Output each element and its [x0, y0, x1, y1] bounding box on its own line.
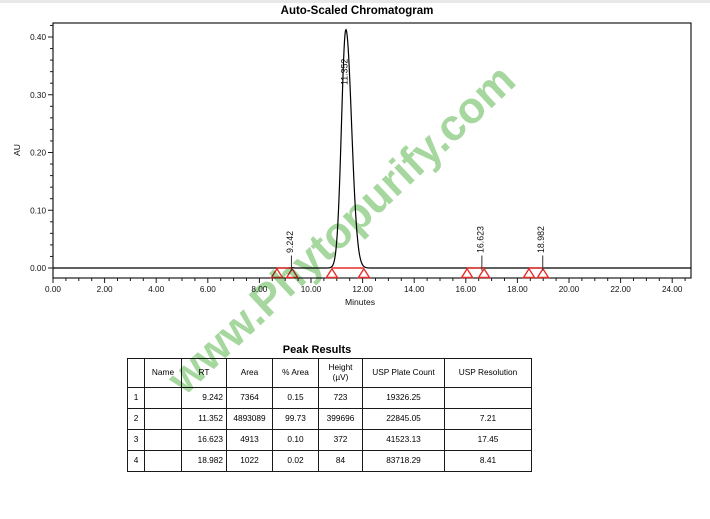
integration-marker-triangle — [460, 267, 474, 279]
x-tick-label: 22.00 — [610, 285, 631, 294]
peak-rt-label: 16.623 — [475, 226, 485, 253]
x-tick-label: 10.00 — [301, 285, 322, 294]
integration-marker-triangle — [285, 267, 299, 279]
integration-marker-triangle — [522, 267, 536, 279]
table-cell: 11.352 — [181, 408, 227, 430]
x-tick-label: 8.00 — [251, 285, 267, 294]
integration-marker-triangle — [477, 267, 491, 279]
y-axis-label: AU — [12, 144, 22, 156]
table-row: 1 9.242 7364 0.15 723 19326.25 — [127, 387, 532, 409]
column-header: RT — [181, 358, 227, 388]
x-tick-label: 12.00 — [352, 285, 373, 294]
column-header: USP Resolution — [444, 358, 532, 388]
integration-marker-triangle — [357, 267, 371, 279]
y-tick-label: 0.40 — [30, 33, 46, 42]
table-cell: 0.10 — [272, 429, 319, 451]
x-tick-label: 24.00 — [662, 285, 683, 294]
table-cell: 4913 — [226, 429, 273, 451]
y-tick-label: 0.10 — [30, 206, 46, 215]
table-cell: 16.623 — [181, 429, 227, 451]
header-row: Name RT Area% Area Height (µV) USP Plate Cou… — [127, 358, 532, 388]
table-cell: 7.21 — [444, 408, 532, 430]
table-cell: 0.02 — [272, 450, 319, 472]
integration-marker-triangle — [270, 267, 284, 279]
x-tick-label: 2.00 — [97, 285, 113, 294]
table-row: 2 11.352 4893089 99.73 399696 22845.05 7.21 — [127, 408, 532, 430]
table-cell: 8.41 — [444, 450, 532, 472]
table-cell — [144, 408, 182, 430]
table-cell: 7364 — [226, 387, 273, 409]
integration-marker-triangle — [536, 267, 550, 279]
table-row: 3 16.623 4913 0.10 372 41523.13 17.45 — [127, 429, 532, 451]
x-tick-label: 4.00 — [148, 285, 164, 294]
chart-title: Auto-Scaled Chromatogram — [280, 5, 434, 17]
table-cell — [144, 450, 182, 472]
table-cell: 4893089 — [226, 408, 273, 430]
column-header: USP Plate Count — [362, 358, 445, 388]
table-cell — [144, 429, 182, 451]
window-edge-strip — [0, 0, 710, 3]
table-cell: 83718.29 — [362, 450, 445, 472]
x-tick-label: 14.00 — [404, 285, 425, 294]
peak-rt-label: 11.352 — [339, 59, 349, 85]
table-cell: 17.45 — [444, 429, 532, 451]
table-cell: 99.73 — [272, 408, 319, 430]
y-tick-label: 0.00 — [30, 264, 46, 273]
integration-marker-triangle — [325, 267, 339, 279]
y-tick-label: 0.30 — [30, 91, 46, 100]
peak-rt-label: 18.982 — [536, 226, 546, 253]
peak-rt-label: 9.242 — [285, 231, 295, 253]
y-tick-label: 0.20 — [30, 149, 46, 158]
table-cell: 723 — [318, 387, 363, 409]
peak-results-table: Name RT Area% Area Height (µV) USP Plate Cou… — [127, 358, 532, 472]
column-header: Name — [144, 358, 182, 388]
table-cell: 41523.13 — [362, 429, 445, 451]
peak-results-title: Peak Results — [282, 344, 352, 356]
column-header — [127, 358, 145, 388]
table-cell: 4 — [127, 450, 145, 472]
chromatogram-trace — [53, 28, 692, 269]
x-tick-label: 20.00 — [559, 285, 580, 294]
table-cell: 84 — [318, 450, 363, 472]
chromatogram-plot: 0.00 0.10 0.20 0.30 0.40 0.00 2.00 4.00 6.00 8.00… — [12, 22, 692, 307]
x-tick-label: 0.00 — [45, 285, 61, 294]
column-header: Area — [226, 358, 273, 388]
table-cell: 1 — [127, 387, 145, 409]
column-header: Height (µV) — [318, 358, 363, 388]
table-cell: 22845.05 — [362, 408, 445, 430]
table-cell: 9.242 — [181, 387, 227, 409]
table-cell: 3 — [127, 429, 145, 451]
x-tick-label: 18.00 — [507, 285, 528, 294]
table-cell — [144, 387, 182, 409]
x-axis-label: Minutes — [345, 297, 375, 307]
table-cell — [444, 387, 532, 409]
table-cell: 2 — [127, 408, 145, 430]
table-row: 4 18.982 1022 0.02 84 83718.29 8.41 — [127, 450, 532, 472]
x-tick-label: 16.00 — [456, 285, 477, 294]
column-header: % Area — [272, 358, 319, 388]
table-cell: 18.982 — [181, 450, 227, 472]
x-tick-label: 6.00 — [200, 285, 216, 294]
plot-border — [52, 22, 692, 279]
table-cell: 1022 — [226, 450, 273, 472]
table-cell: 399696 — [318, 408, 363, 430]
table-cell: 19326.25 — [362, 387, 445, 409]
table-cell: 372 — [318, 429, 363, 451]
table-cell: 0.15 — [272, 387, 319, 409]
